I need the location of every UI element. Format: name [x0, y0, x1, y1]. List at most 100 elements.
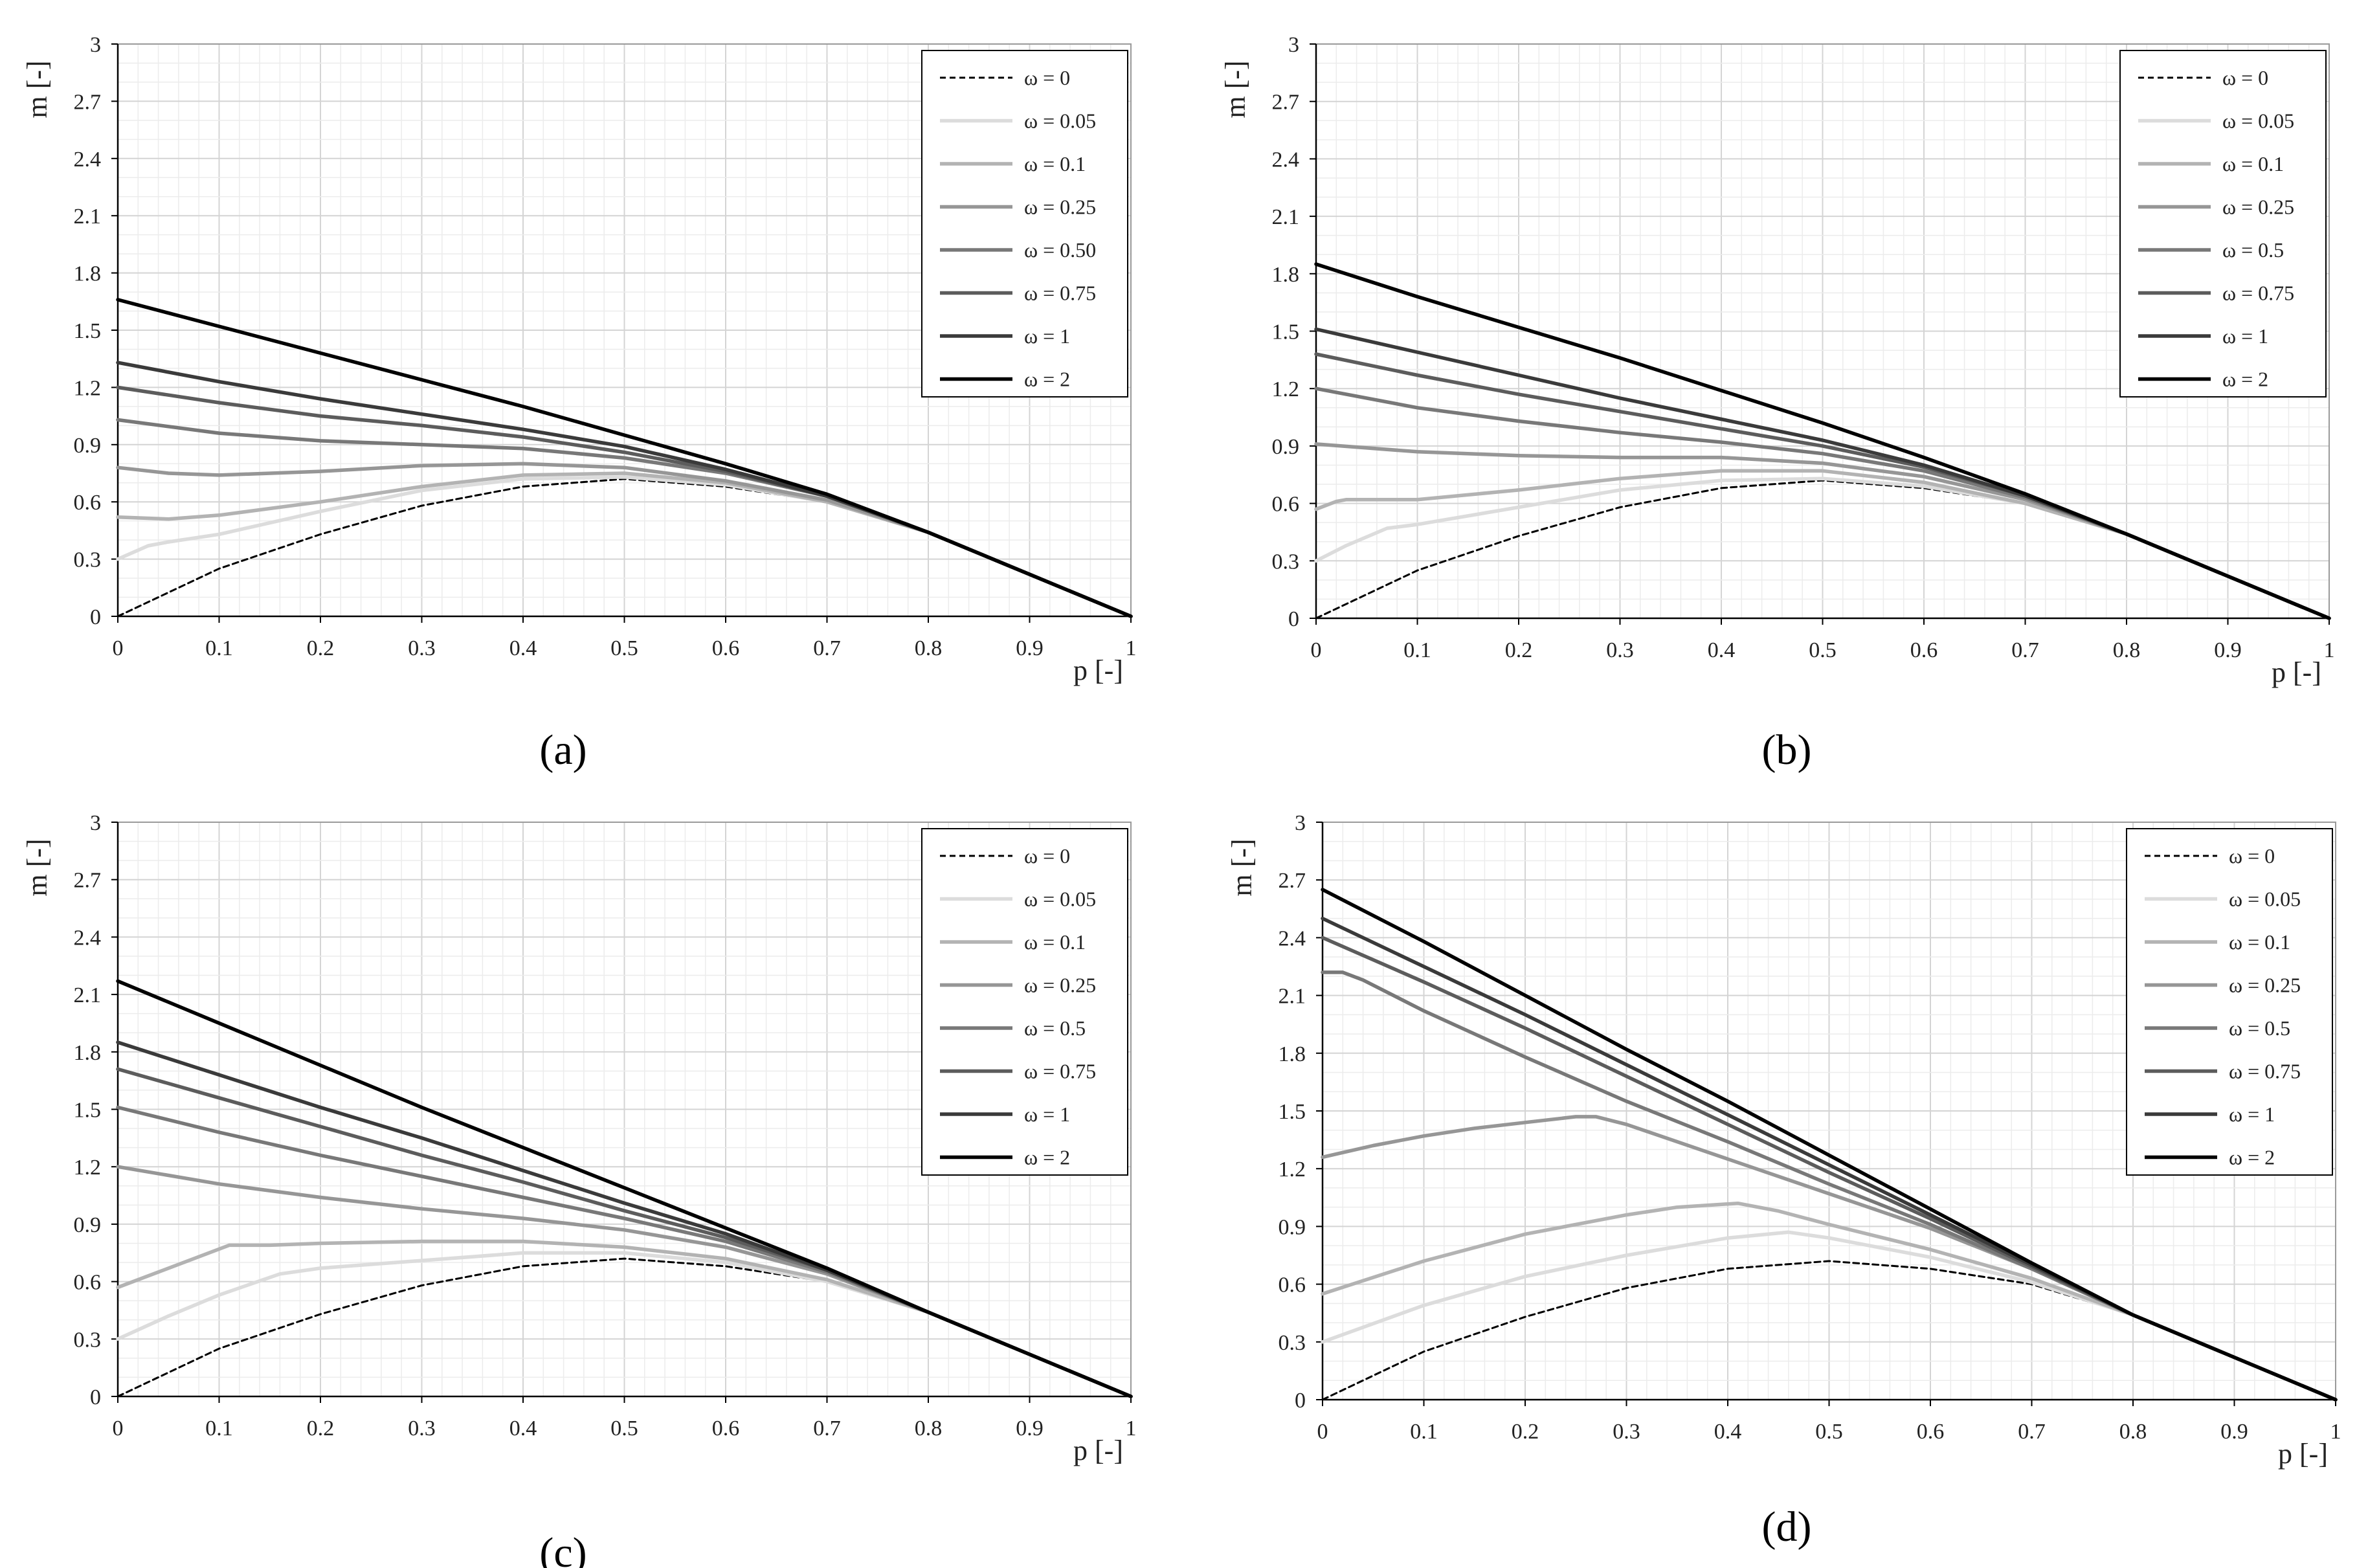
- y-tick-label: 1.5: [1272, 320, 1300, 344]
- y-tick-label: 0.9: [74, 434, 102, 458]
- legend-label-2: ω = 0.1: [2222, 152, 2284, 175]
- x-tick-label: 0.9: [2220, 1420, 2248, 1444]
- y-tick-label: 1.8: [74, 1041, 102, 1065]
- legend-label-6: ω = 1: [2222, 324, 2268, 348]
- legend-label-4: ω = 0.5: [2222, 238, 2284, 262]
- series-lines: [116, 298, 1133, 618]
- legend-label-2: ω = 0.1: [1024, 930, 1086, 954]
- legend-box: [2119, 50, 2327, 398]
- y-tick-label: 0.3: [1279, 1331, 1306, 1355]
- legend-label-2: ω = 0.1: [1024, 152, 1086, 175]
- y-tick-label: 1.8: [1279, 1042, 1306, 1066]
- y-tick-label: 2.7: [74, 869, 102, 893]
- y-tick-label: 2.4: [74, 926, 102, 950]
- x-tick-label: 0.6: [712, 636, 740, 660]
- y-tick-label: 0.3: [74, 548, 102, 572]
- y-tick-label: 2.7: [1279, 869, 1306, 893]
- legend-label-5: ω = 0.75: [2229, 1060, 2301, 1083]
- x-tick-label: 0.7: [813, 636, 841, 660]
- x-axis-label: p [-]: [2272, 656, 2321, 688]
- x-tick-label: 0: [1317, 1420, 1328, 1444]
- y-tick-label: 2.1: [1272, 205, 1300, 229]
- series-line-7: [116, 979, 1133, 1398]
- legend-label-7: ω = 2: [1024, 1146, 1070, 1169]
- y-tick-label: 1.2: [74, 376, 102, 400]
- x-tick-label: 0.3: [408, 1417, 436, 1440]
- x-tick-label: 0.2: [307, 1417, 335, 1440]
- legend: ω = 0 ω = 0.05 ω = 0.1 ω = 0.25 ω = 0.5 ω = 0…: [921, 828, 1128, 1176]
- legend: ω = 0 ω = 0.05 ω = 0.1 ω = 0.25 ω = 0.50 ω = …: [921, 50, 1128, 398]
- panel-caption: (c): [539, 1529, 586, 1568]
- legend-label-6: ω = 1: [1024, 1103, 1070, 1126]
- y-tick-label: 1.2: [1272, 377, 1300, 401]
- x-tick-label: 0.6: [1917, 1420, 1945, 1444]
- series-line-7: [116, 298, 1133, 618]
- x-tick-label: 0.2: [1512, 1420, 1539, 1444]
- y-axis-label: m [-]: [21, 60, 53, 118]
- series-line-7: [1321, 888, 2338, 1402]
- y-axis-label: m [-]: [1220, 60, 1251, 118]
- x-tick-label: 0.4: [509, 636, 537, 660]
- legend-label-1: ω = 0.05: [1024, 888, 1096, 911]
- y-tick-label: 3: [1295, 811, 1306, 835]
- legend-box: [921, 828, 1128, 1176]
- panel-caption: (b): [1762, 726, 1812, 774]
- x-tick-label: 0.7: [813, 1417, 841, 1440]
- y-tick-label: 1.5: [74, 1099, 102, 1123]
- series-lines: [1321, 888, 2338, 1402]
- y-tick-label: 0.9: [1272, 435, 1300, 459]
- y-tick-label: 2.4: [74, 148, 102, 172]
- x-axis-label: p [-]: [1073, 1435, 1123, 1466]
- grid: [1316, 44, 2329, 618]
- y-tick-label: 0.3: [74, 1328, 102, 1352]
- y-tick-label: 0.6: [74, 1271, 102, 1295]
- y-tick-label: 1.2: [1279, 1158, 1306, 1182]
- series-line-7: [1314, 262, 2331, 620]
- x-tick-label: 1: [1126, 1417, 1137, 1440]
- x-tick-label: 0.7: [2018, 1420, 2046, 1444]
- x-tick-label: 0.1: [1403, 638, 1431, 662]
- y-tick-label: 0: [1295, 1389, 1306, 1413]
- legend-label-3: ω = 0.25: [1024, 974, 1096, 997]
- legend-label-0: ω = 0: [1024, 66, 1070, 89]
- legend-box: [921, 50, 1128, 398]
- y-tick-label: 1.5: [1279, 1100, 1306, 1124]
- y-tick-label: 2.4: [1272, 148, 1300, 172]
- y-tick-label: 2.1: [74, 983, 102, 1007]
- x-tick-label: 0.4: [509, 1417, 537, 1440]
- legend-label-4: ω = 0.50: [1024, 238, 1096, 262]
- x-tick-label: 1: [1126, 636, 1137, 660]
- y-tick-label: 2.7: [74, 90, 102, 114]
- legend-label-2: ω = 0.1: [2229, 930, 2290, 954]
- y-tick-label: 0.9: [1279, 1215, 1306, 1239]
- panel-caption: (a): [539, 726, 586, 774]
- x-tick-label: 0.3: [408, 636, 436, 660]
- y-tick-label: 0.6: [74, 491, 102, 515]
- x-tick-label: 0.8: [2113, 638, 2141, 662]
- y-tick-label: 1.2: [74, 1156, 102, 1180]
- y-tick-label: 2.4: [1279, 926, 1306, 950]
- y-tick-label: 0.6: [1272, 493, 1300, 517]
- x-tick-label: 0.7: [2011, 638, 2039, 662]
- x-tick-label: 0.2: [1505, 638, 1533, 662]
- y-tick-label: 3: [1288, 33, 1299, 57]
- y-axis-label: m [-]: [21, 838, 53, 896]
- x-tick-label: 0.8: [915, 636, 943, 660]
- x-tick-label: 0: [113, 636, 124, 660]
- x-tick-label: 0.5: [610, 636, 638, 660]
- legend-label-7: ω = 2: [2222, 368, 2268, 391]
- legend-label-7: ω = 2: [1024, 368, 1070, 391]
- chart-panel-b: 0 0.1 0.2 0.3 0.4 0.5 0.6 0.7 0.8 0.9 1 0 0.3 0.6 0.9 1…: [1220, 33, 2335, 774]
- x-tick-label: 0.2: [307, 636, 335, 660]
- y-tick-label: 2.7: [1272, 91, 1300, 115]
- x-tick-label: 0.4: [1708, 638, 1736, 662]
- x-tick-label: 0.8: [915, 1417, 943, 1440]
- legend-box: [2126, 828, 2333, 1176]
- y-tick-label: 0.3: [1272, 550, 1300, 574]
- chart-panel-c: 0 0.1 0.2 0.3 0.4 0.5 0.6 0.7 0.8 0.9 1 0 0.3 0.6 0.9 1…: [21, 811, 1137, 1568]
- panel-caption: (d): [1762, 1503, 1812, 1551]
- x-tick-label: 0.6: [1910, 638, 1938, 662]
- chart-panel-d: 0 0.1 0.2 0.3 0.4 0.5 0.6 0.7 0.8 0.9 1 0 0.3 0.6 0.9 1…: [1226, 811, 2341, 1551]
- chart-panel-a: 0 0.1 0.2 0.3 0.4 0.5 0.6 0.7 0.8 0.9 1 0 0.3 0.6 0.9 1…: [21, 33, 1137, 774]
